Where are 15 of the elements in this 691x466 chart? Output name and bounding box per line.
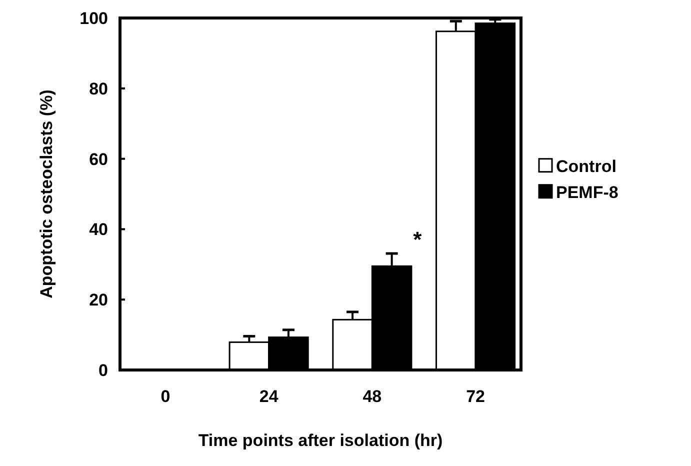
y-tick-label: 100 <box>80 8 108 28</box>
y-tick-label: 0 <box>98 360 108 380</box>
x-tick-label: 48 <box>362 387 382 406</box>
legend-label: PEMF-8 <box>556 182 618 202</box>
annotation: * <box>413 226 422 252</box>
y-tick-label: 60 <box>89 150 108 169</box>
y-tick-label: 80 <box>89 79 108 98</box>
y-tick-label: 20 <box>89 290 108 310</box>
x-tick-label: 24 <box>259 387 279 406</box>
x-axis-title: Time points after isolation (hr) <box>198 431 443 450</box>
legend-label: Control <box>556 156 616 176</box>
x-tick-label: 72 <box>466 387 485 406</box>
y-axis-title: Apoptotic osteoclasts (%) <box>37 90 56 298</box>
y-tick-label: 40 <box>89 220 108 240</box>
x-tick-label: 0 <box>160 387 170 406</box>
